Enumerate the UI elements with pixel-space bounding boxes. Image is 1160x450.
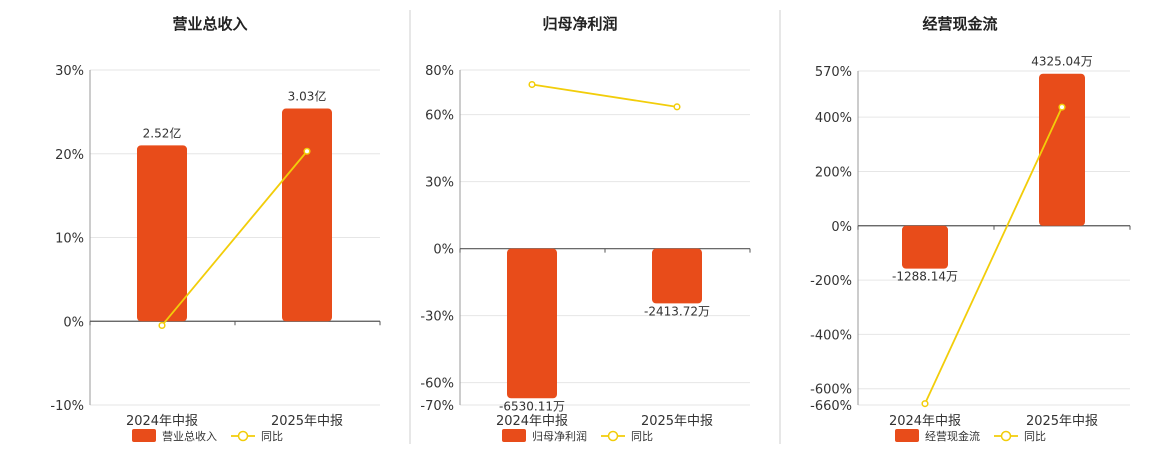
bar-value-label: -6530.11万	[499, 399, 565, 413]
yoy-point	[1058, 103, 1066, 111]
y-tick-label: 400%	[815, 111, 852, 126]
legend-swatch-bar	[502, 429, 526, 442]
bar	[902, 225, 948, 269]
legend-swatch-bar	[895, 429, 919, 442]
bar-value-label: 4325.04万	[1031, 55, 1093, 69]
y-tick-label: -30%	[420, 310, 454, 325]
legend-label-bar: 营业总收入	[162, 429, 217, 443]
y-tick-label: -400%	[810, 328, 852, 343]
legend-swatch-bar	[132, 429, 156, 442]
legend-label-line: 同比	[631, 430, 653, 443]
x-category-label: 2025年中报	[1026, 414, 1098, 429]
y-tick-label: 200%	[815, 165, 852, 180]
yoy-point	[158, 321, 166, 329]
x-category-label: 2025年中报	[271, 414, 343, 429]
x-category-label: 2024年中报	[126, 414, 198, 429]
yoy-line	[924, 106, 1063, 405]
y-tick-label: -60%	[420, 377, 454, 392]
chart-title: 归母净利润	[542, 15, 617, 33]
y-tick-label: -660%	[810, 399, 852, 414]
legend-swatch-point	[607, 430, 619, 442]
y-tick-label: 10%	[55, 232, 84, 247]
bar-value-label: 3.03亿	[288, 89, 327, 104]
yoy-point	[921, 400, 929, 408]
legend-label-bar: 经营现金流	[925, 429, 980, 443]
y-tick-label: -200%	[810, 274, 852, 289]
legend-swatch-point	[1000, 430, 1012, 442]
y-tick-label: 570%	[815, 65, 852, 80]
x-category-label: 2024年中报	[889, 414, 961, 429]
yoy-point	[673, 103, 681, 111]
y-tick-label: 0%	[433, 243, 454, 258]
y-tick-label: 20%	[55, 148, 84, 163]
yoy-point	[303, 147, 311, 155]
y-tick-label: 0%	[831, 220, 852, 235]
y-tick-label: -70%	[420, 399, 454, 414]
chart-title: 营业总收入	[172, 15, 247, 33]
y-tick-label: 30%	[55, 64, 84, 79]
legend-label-line: 同比	[261, 430, 283, 443]
legend-swatch-point	[237, 430, 249, 442]
bar	[1039, 73, 1085, 226]
y-tick-label: 0%	[63, 315, 84, 330]
y-tick-label: -600%	[810, 383, 852, 398]
bar-value-label: -2413.72万	[644, 304, 710, 318]
y-tick-label: 60%	[425, 109, 454, 124]
y-tick-label: 30%	[425, 176, 454, 191]
yoy-point	[528, 80, 536, 89]
bar-value-label: 2.52亿	[143, 125, 182, 140]
y-tick-label: 80%	[425, 64, 454, 79]
yoy-line	[531, 83, 678, 108]
bar	[652, 248, 702, 304]
bar	[137, 145, 187, 322]
legend-label-line: 同比	[1024, 430, 1046, 443]
legend-label-bar: 归母净利润	[532, 429, 587, 443]
bar	[507, 248, 557, 399]
chart-title: 经营现金流	[922, 15, 997, 33]
x-category-label: 2025年中报	[641, 414, 713, 429]
yoy-line	[161, 150, 308, 327]
bar	[282, 108, 332, 322]
y-tick-label: -10%	[50, 399, 84, 414]
bar-value-label: -1288.14万	[892, 270, 958, 284]
x-category-label: 2024年中报	[496, 414, 568, 429]
